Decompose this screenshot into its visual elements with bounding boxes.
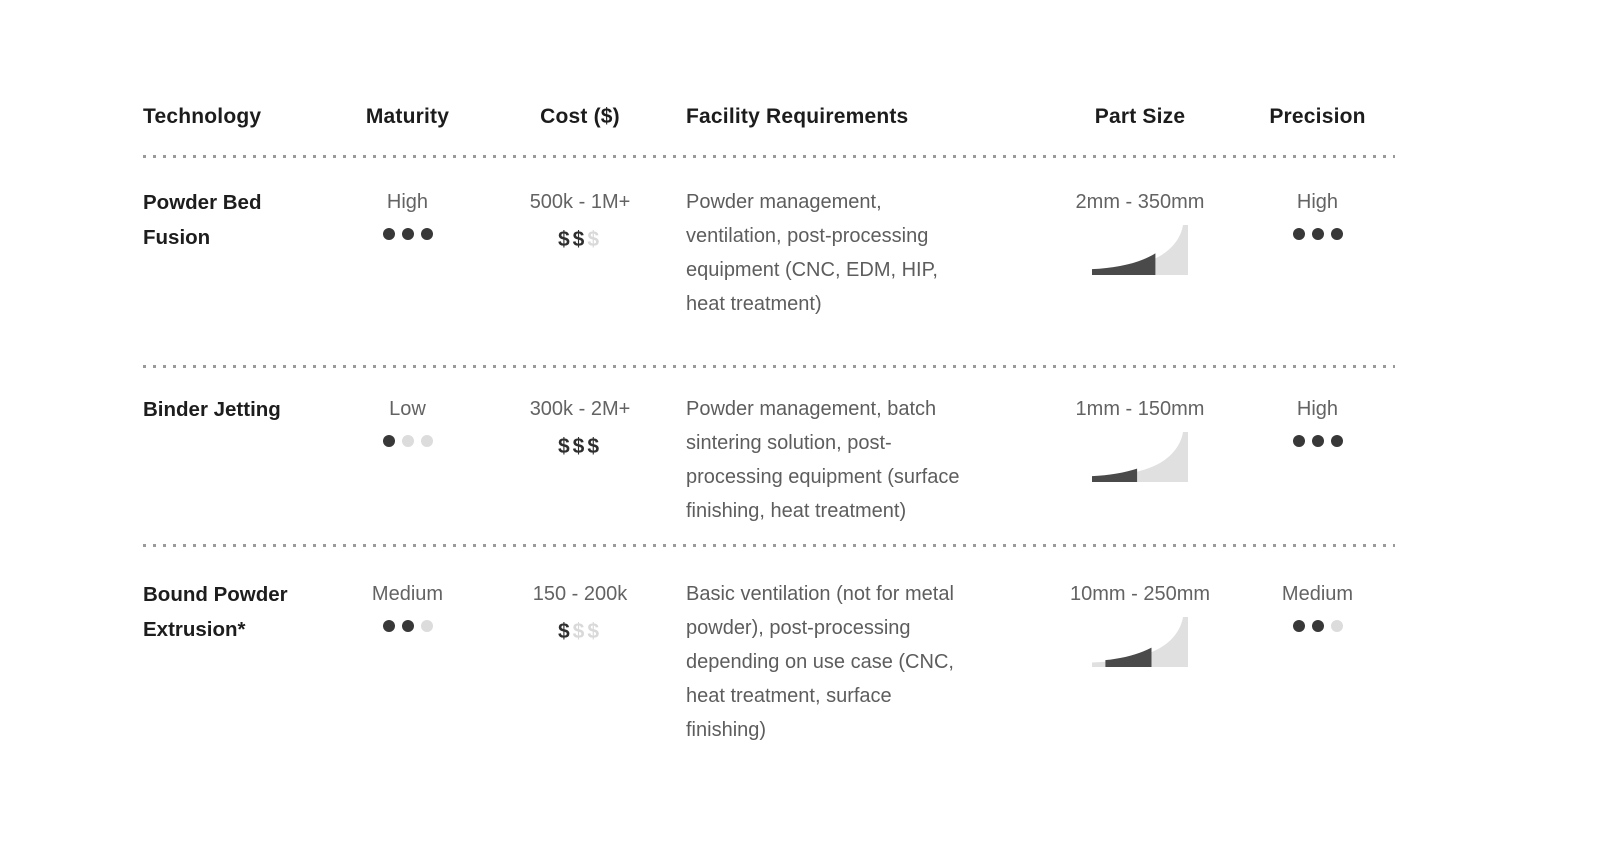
dot [382,620,395,632]
table-header-row: Technology Maturity Cost ($) Facility Requi… [143,100,1395,155]
dollar-sign-icon: $ [557,620,573,643]
precision-label: Medium [1281,583,1354,605]
precision-label: High [1296,191,1339,213]
dollar-sign-icon: $ [572,228,588,251]
header-cell-facility: Facility Requirements [686,105,909,128]
precision-cell: High [1240,185,1395,240]
dotted-row-separator [143,155,1395,158]
table-body: Powder Bed Fusion High 500k - 1M+ $$$ Powder… [143,155,1395,787]
technology-name: Binder Jetting [143,398,281,421]
dot [1292,620,1305,632]
dollar-sign-icon: $ [557,228,573,251]
technology-name: Bound Powder Extrusion* [143,583,288,641]
part-size-range: 10mm - 250mm [1069,583,1211,605]
facility-requirements-text: Basic ventilation (not for metal powder)… [686,583,954,741]
header-cell-precision: Precision [1269,105,1366,128]
dot [401,228,414,240]
precision-cell: High [1240,392,1395,447]
dot [1292,435,1305,447]
cost-cell: 500k - 1M+ $$$ [490,185,670,257]
cost-range: 300k - 2M+ [529,398,631,420]
dot [1330,228,1343,240]
maturity-dots [325,620,490,632]
dot [1311,228,1324,240]
dollar-sign-icon: $ [572,435,588,458]
header-cell-cost: Cost ($) [540,105,620,128]
maturity-label: Medium [371,583,444,605]
maturity-dots [325,435,490,447]
part-size-curve-icon [1092,225,1188,275]
maturity-cell: High [325,185,490,240]
precision-label: High [1296,398,1339,420]
dollar-sign-icon: $ [587,228,603,251]
cost-cell: 300k - 2M+ $$$ [490,392,670,464]
cost-range: 500k - 1M+ [529,191,631,213]
maturity-cell: Low [325,392,490,447]
table-row: Bound Powder Extrusion* Medium 150 - 200k $… [143,547,1395,787]
precision-cell: Medium [1240,577,1395,632]
part-size-curve-icon [1092,432,1188,482]
dollar-sign-icon: $ [572,620,588,643]
dollar-sign-icon: $ [587,620,603,643]
technology-name: Powder Bed Fusion [143,191,262,249]
dot [382,435,395,447]
maturity-dots [325,228,490,240]
part-size-range: 2mm - 350mm [1075,191,1205,213]
table-row: Powder Bed Fusion High 500k - 1M+ $$$ Powder… [143,158,1395,365]
part-size-curve-icon [1092,617,1188,667]
dot [420,620,433,632]
precision-dots [1240,435,1395,447]
technology-comparison-table: Technology Maturity Cost ($) Facility Requi… [143,100,1395,787]
dollar-sign-icon: $ [557,435,573,458]
dotted-row-separator [143,544,1395,547]
precision-dots [1240,620,1395,632]
dot [1330,435,1343,447]
dotted-row-separator [143,365,1395,368]
facility-requirements-text: Powder management, ventilation, post-pro… [686,191,938,315]
dot [1330,620,1343,632]
header-cell-part_size: Part Size [1094,105,1186,128]
cost-range: 150 - 200k [532,583,628,605]
cost-dollar-rating: $$$ [490,430,670,464]
dot [420,435,433,447]
facility-requirements-text: Powder management, batch sintering solut… [686,398,960,522]
part-size-cell: 1mm - 150mm [1040,392,1240,493]
part-size-range: 1mm - 150mm [1075,398,1205,420]
dot [1292,228,1305,240]
cost-dollar-rating: $$$ [490,223,670,257]
maturity-label: High [386,191,429,213]
table-row: Binder Jetting Low 300k - 2M+ $$$ Powder man… [143,368,1395,544]
dot [1311,620,1324,632]
maturity-label: Low [389,398,426,420]
dot [401,435,414,447]
dot [1311,435,1324,447]
cost-dollar-rating: $$$ [490,615,670,649]
header-cell-technology: Technology [143,105,262,128]
precision-dots [1240,228,1395,240]
header-cell-maturity: Maturity [365,105,450,128]
dot [420,228,433,240]
dot [382,228,395,240]
part-size-cell: 10mm - 250mm [1040,577,1240,678]
cost-cell: 150 - 200k $$$ [490,577,670,649]
part-size-cell: 2mm - 350mm [1040,185,1240,286]
maturity-cell: Medium [325,577,490,632]
dollar-sign-icon: $ [587,435,603,458]
dot [401,620,414,632]
